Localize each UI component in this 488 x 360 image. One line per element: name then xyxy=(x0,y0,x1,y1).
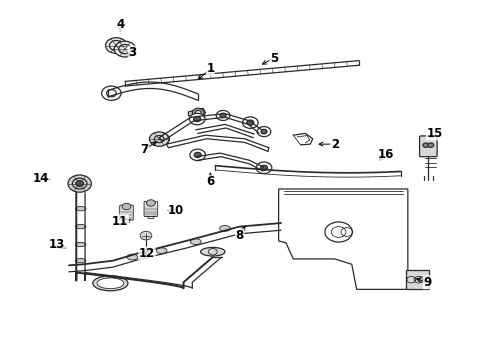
Circle shape xyxy=(149,132,168,146)
Ellipse shape xyxy=(200,247,224,256)
Text: 12: 12 xyxy=(139,247,155,260)
Text: 8: 8 xyxy=(235,229,243,242)
Circle shape xyxy=(122,203,131,210)
Circle shape xyxy=(216,111,229,121)
Text: 11: 11 xyxy=(112,215,128,228)
Text: 16: 16 xyxy=(377,148,393,161)
Circle shape xyxy=(427,143,433,147)
Ellipse shape xyxy=(75,225,86,229)
Circle shape xyxy=(158,136,165,142)
Ellipse shape xyxy=(75,258,86,263)
Circle shape xyxy=(194,152,201,157)
FancyBboxPatch shape xyxy=(144,202,158,217)
Ellipse shape xyxy=(75,207,86,211)
Circle shape xyxy=(114,41,136,57)
Circle shape xyxy=(260,165,267,170)
Circle shape xyxy=(192,108,203,117)
Circle shape xyxy=(68,175,91,192)
Ellipse shape xyxy=(190,239,201,244)
Ellipse shape xyxy=(127,254,138,260)
Circle shape xyxy=(256,162,271,174)
Circle shape xyxy=(105,38,127,53)
Circle shape xyxy=(189,113,204,125)
Polygon shape xyxy=(188,108,205,118)
Circle shape xyxy=(246,120,253,125)
Circle shape xyxy=(189,149,205,161)
Text: 10: 10 xyxy=(168,204,184,217)
Circle shape xyxy=(193,116,200,122)
Circle shape xyxy=(76,181,83,186)
Circle shape xyxy=(195,111,201,115)
Text: 13: 13 xyxy=(48,238,65,251)
Text: 15: 15 xyxy=(426,127,442,140)
Circle shape xyxy=(257,127,270,136)
Circle shape xyxy=(422,143,428,147)
FancyBboxPatch shape xyxy=(406,270,428,289)
FancyBboxPatch shape xyxy=(120,205,133,220)
Text: 1: 1 xyxy=(206,62,214,75)
Circle shape xyxy=(140,231,152,240)
Circle shape xyxy=(261,129,266,134)
Text: 7: 7 xyxy=(140,143,148,156)
Ellipse shape xyxy=(75,242,86,247)
Circle shape xyxy=(242,117,258,129)
Circle shape xyxy=(220,113,225,118)
Circle shape xyxy=(102,86,121,100)
Text: 9: 9 xyxy=(422,276,430,289)
Text: 3: 3 xyxy=(128,46,136,59)
FancyBboxPatch shape xyxy=(419,136,436,157)
Ellipse shape xyxy=(219,226,230,231)
Text: 4: 4 xyxy=(116,18,124,31)
Text: 5: 5 xyxy=(269,51,277,64)
Circle shape xyxy=(154,134,169,145)
Ellipse shape xyxy=(93,276,128,291)
Ellipse shape xyxy=(97,278,123,289)
Ellipse shape xyxy=(156,248,166,253)
Text: 14: 14 xyxy=(32,172,49,185)
Circle shape xyxy=(146,200,155,206)
Text: 2: 2 xyxy=(330,138,338,150)
Text: 6: 6 xyxy=(206,175,214,188)
